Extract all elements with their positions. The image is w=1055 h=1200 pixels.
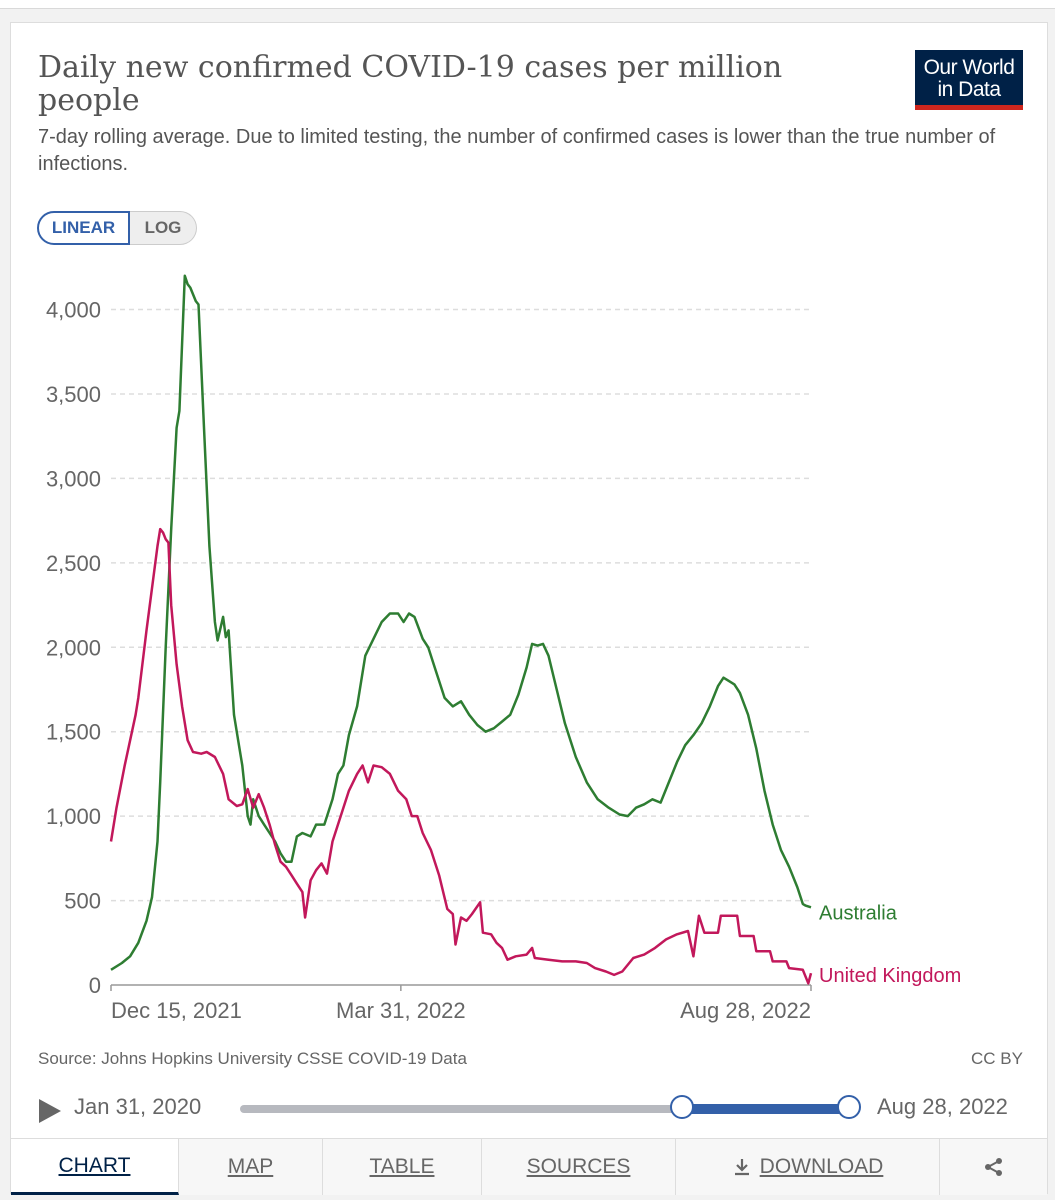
series-label-australia: Australia — [819, 902, 898, 924]
y-tick-label: 3,000 — [46, 466, 101, 491]
timeline-end-handle[interactable] — [837, 1095, 861, 1119]
tab-sources[interactable]: SOURCES — [482, 1139, 676, 1195]
scale-toggle: LINEAR LOG — [37, 211, 197, 245]
chart-card: Daily new confirmed COVID-19 cases per m… — [10, 22, 1048, 1195]
y-tick-label: 1,000 — [46, 804, 101, 829]
license-link[interactable]: CC BY — [971, 1049, 1023, 1068]
logo-line-2: in Data — [937, 78, 1001, 101]
y-tick-label: 1,500 — [46, 720, 101, 745]
timeline-start-date: Jan 31, 2020 — [74, 1094, 202, 1119]
tab-map[interactable]: MAP — [179, 1139, 323, 1195]
y-tick-label: 4,000 — [46, 298, 101, 323]
share-button[interactable] — [940, 1139, 1047, 1195]
x-axis: Dec 15, 2021 Mar 31, 2022 Aug 28, 2022 — [110, 984, 812, 1023]
y-tick-label: 2,500 — [46, 551, 101, 576]
y-tick-label: 2,000 — [46, 635, 101, 660]
series-lines — [109, 274, 813, 985]
series-line-united-kingdom — [109, 527, 813, 985]
log-scale-button[interactable]: LOG — [130, 211, 197, 245]
owid-logo[interactable]: Our World in Data — [915, 50, 1023, 110]
timeline-start-handle[interactable] — [670, 1095, 694, 1119]
previous-card-edge — [0, 0, 1055, 9]
line-chart: 05001,0001,5002,0002,5003,0003,5004,000 … — [46, 274, 961, 1023]
series-label-united-kingdom: United Kingdom — [819, 965, 961, 987]
y-axis-ticks: 0 500 1,000 1,500 2,000 2,500 3,000 3,500 4,000 — [46, 298, 101, 998]
timeline-track[interactable] — [240, 1105, 681, 1113]
y-tick-label: 500 — [64, 889, 101, 914]
download-icon — [734, 1159, 749, 1176]
play-icon[interactable] — [39, 1099, 61, 1123]
tab-table[interactable]: TABLE — [323, 1139, 482, 1195]
share-icon — [984, 1158, 1002, 1176]
tab-bar: CHART MAP TABLE SOURCES DOWNLOAD — [11, 1138, 1047, 1195]
download-label: DOWNLOAD — [759, 1155, 884, 1178]
grid-lines — [111, 308, 811, 902]
x-tick-label: Mar 31, 2022 — [336, 998, 466, 1023]
tab-chart[interactable]: CHART — [11, 1139, 179, 1195]
tab-download[interactable]: DOWNLOAD — [676, 1139, 940, 1195]
y-tick-label: 0 — [89, 973, 101, 998]
chart-subtitle: 7-day rolling average. Due to limited te… — [38, 126, 996, 175]
y-tick-label: 3,500 — [46, 382, 101, 407]
chart-title: Daily new confirmed COVID-19 cases per m… — [38, 50, 783, 118]
x-tick-label: Aug 28, 2022 — [680, 998, 811, 1023]
series-line-australia — [110, 274, 812, 971]
timeline-end-date: Aug 28, 2022 — [877, 1094, 1008, 1119]
timeline-selected-range[interactable] — [681, 1104, 849, 1114]
linear-scale-button[interactable]: LINEAR — [37, 211, 130, 245]
series-labels: Australia United Kingdom — [819, 902, 961, 987]
logo-line-1: Our World — [923, 56, 1015, 79]
source-note: Source: Johns Hopkins University CSSE CO… — [38, 1049, 467, 1068]
x-tick-label: Dec 15, 2021 — [111, 998, 242, 1023]
